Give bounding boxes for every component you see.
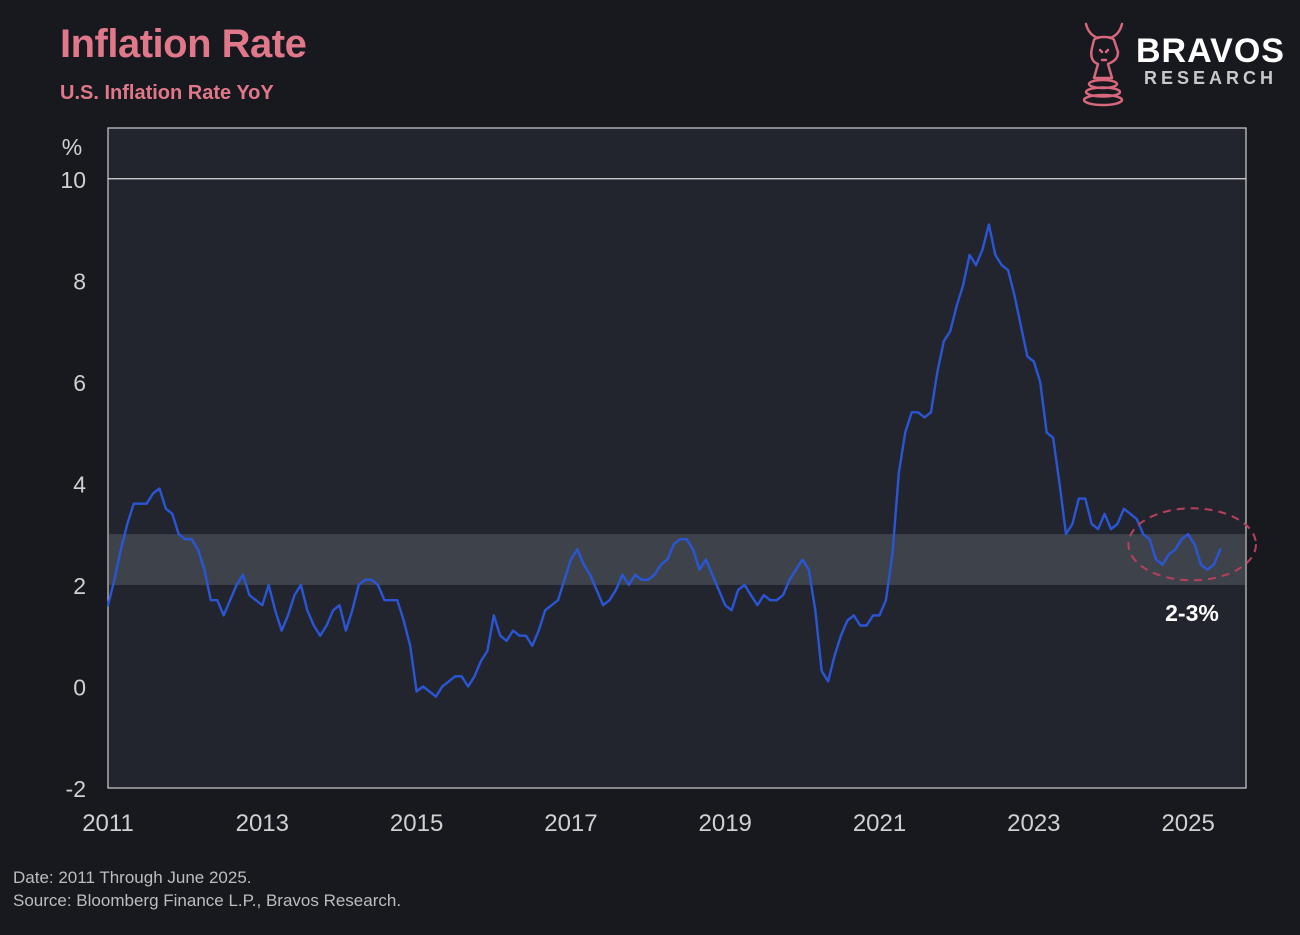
x-tick-label: 2019 xyxy=(699,810,752,837)
chart-footer: Date: 2011 Through June 2025. Source: Bl… xyxy=(13,866,401,912)
y-tick-label: 10 xyxy=(60,167,86,193)
x-tick-label: 2017 xyxy=(544,810,597,837)
plot-area xyxy=(107,127,1247,789)
highlight-ellipse xyxy=(1127,507,1258,582)
brand-subtitle: RESEARCH xyxy=(1144,68,1278,88)
inflation-series-line xyxy=(106,223,1222,698)
y-tick-label: 6 xyxy=(73,370,86,396)
date-note: Date: 2011 Through June 2025. xyxy=(13,868,252,887)
bull-chess-knight-icon xyxy=(1082,22,1124,107)
x-tick-label: 2013 xyxy=(236,810,289,837)
brand-logo: BRAVOS RESEARCH xyxy=(1078,18,1288,108)
y-tick-label: 8 xyxy=(73,268,86,294)
x-tick-label: 2015 xyxy=(390,810,443,837)
y-tick-label: 4 xyxy=(73,471,86,497)
brand-wordmark: BRAVOS xyxy=(1136,32,1285,70)
y-tick-label: 0 xyxy=(73,674,86,700)
chart-subtitle: U.S. Inflation Rate YoY xyxy=(60,82,274,104)
x-tick-label: 2011 xyxy=(82,810,134,837)
target-band-label: 2-3% xyxy=(1165,600,1219,626)
y-axis-label: % xyxy=(62,134,82,160)
source-note: Source: Bloomberg Finance L.P., Bravos R… xyxy=(13,891,402,910)
x-tick-label: 2025 xyxy=(1161,810,1214,837)
x-tick-label: 2023 xyxy=(1007,810,1060,837)
y-tick-label: -2 xyxy=(66,776,86,802)
chart-title: Inflation Rate xyxy=(60,22,307,66)
y-tick-label: 2 xyxy=(73,573,86,599)
x-tick-label: 2021 xyxy=(853,810,906,837)
